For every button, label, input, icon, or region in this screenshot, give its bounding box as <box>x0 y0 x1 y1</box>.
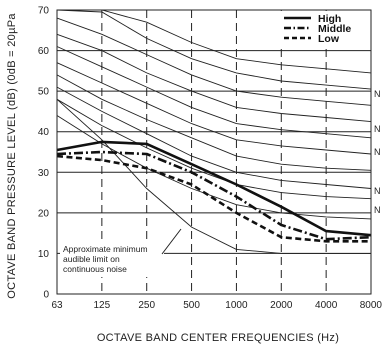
nc-curve-1 <box>57 9 372 74</box>
series-line-low <box>56 154 371 243</box>
nc-curve-8 <box>56 86 372 189</box>
legend-label-high: High <box>318 13 341 25</box>
nc-curve-10 <box>56 115 372 220</box>
legend-label-low: Low <box>318 33 340 45</box>
x-tick-label-500: 500 <box>183 300 200 311</box>
annotation-box <box>60 243 164 277</box>
y-axis-ticks: 0 10 20 30 40 50 60 70 <box>38 6 50 301</box>
x-tick-label-8000: 8000 <box>360 300 383 311</box>
nc-curve-5 <box>56 46 372 139</box>
x-axis-ticks: 63 125 250 500 1000 2000 4000 8000 <box>51 300 382 311</box>
y-tick-label-30: 30 <box>38 168 50 179</box>
annotation-line-3: continuous noise <box>63 264 127 274</box>
y-tick-label-70: 70 <box>38 6 50 17</box>
nc-curve-4 <box>56 33 372 123</box>
annotation-leader-line <box>161 228 182 255</box>
nc-curve-2 <box>56 9 372 90</box>
nc-curve-9 <box>56 98 372 200</box>
y-tick-label-10: 10 <box>38 249 50 260</box>
x-tick-label-125: 125 <box>94 300 111 311</box>
nc-curve-3 <box>56 17 372 106</box>
x-tick-label-4000: 4000 <box>315 300 338 311</box>
nc-curve-label-5: N <box>374 205 381 215</box>
audible-limit-curve <box>56 98 371 254</box>
nc-curve-7 <box>56 74 372 171</box>
nc-curve-label-1: N <box>374 89 381 99</box>
y-tick-label-20: 20 <box>38 208 50 219</box>
y-tick-label-40: 40 <box>38 127 50 138</box>
y-axis-label: OCTAVE BAND PRESSURE LEVEL (dB) (0dB = 2… <box>6 13 18 299</box>
series-lines <box>56 140 372 243</box>
x-tick-label-250: 250 <box>138 300 155 311</box>
nc-curve-label-3: N <box>374 147 381 157</box>
nc-curve-label-4: N <box>374 186 381 196</box>
series-line-middle <box>56 150 372 241</box>
nc-curve-label-2: N <box>374 124 381 134</box>
legend: High Middle Low <box>279 11 363 46</box>
nc-curves <box>56 9 372 254</box>
y-tick-label-50: 50 <box>38 87 50 98</box>
x-tick-label-63: 63 <box>51 300 63 311</box>
series-line-high <box>56 140 372 237</box>
annotation-line-1: Approximate minimum <box>63 244 148 254</box>
y-tick-label-60: 60 <box>38 46 50 57</box>
legend-label-middle: Middle <box>318 23 351 35</box>
x-tick-label-1000: 1000 <box>225 300 248 311</box>
annotation-line-2: audible limit on <box>63 254 120 264</box>
y-tick-label-0: 0 <box>43 290 49 301</box>
x-tick-label-2000: 2000 <box>270 300 293 311</box>
x-axis-label: OCTAVE BAND CENTER FREQUENCIES (Hz) <box>97 332 339 344</box>
plot-frame <box>56 9 372 295</box>
nc-curve-6 <box>56 62 372 155</box>
